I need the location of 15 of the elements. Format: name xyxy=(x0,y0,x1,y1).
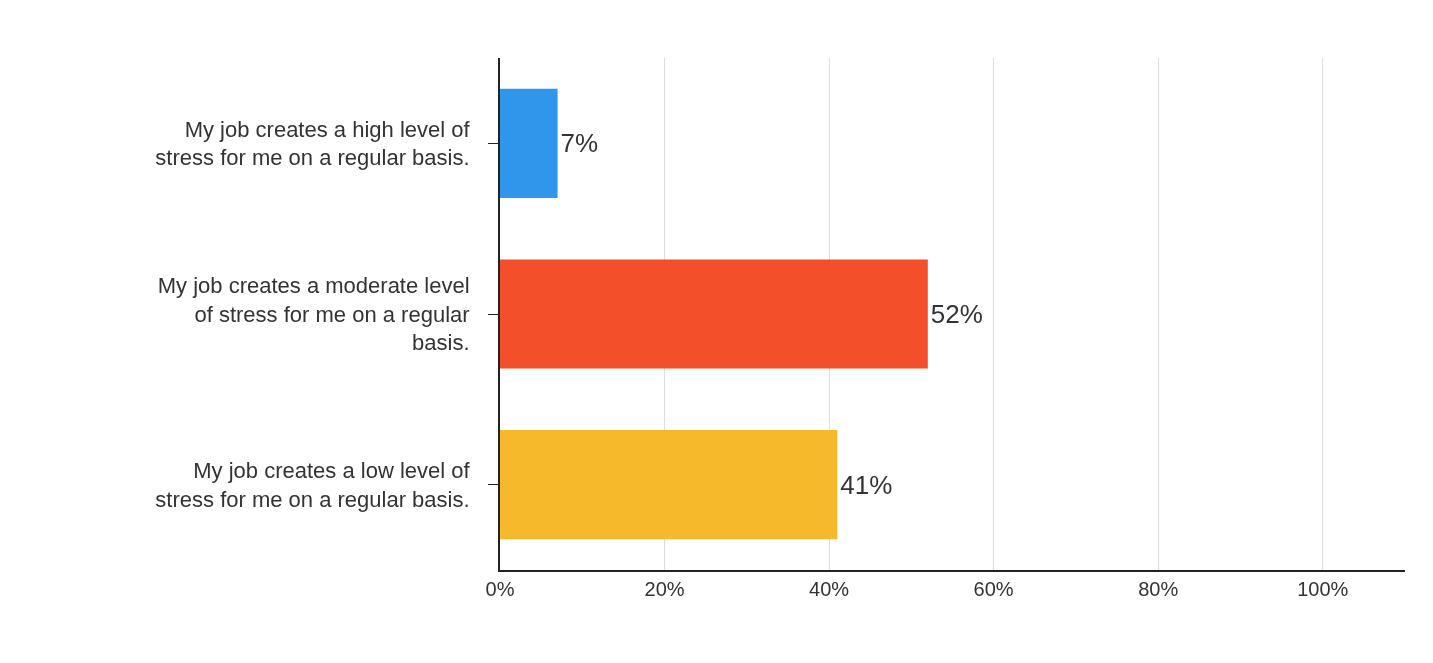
x-tick-label: 40% xyxy=(809,578,850,600)
x-tick-label: 80% xyxy=(1138,578,1179,600)
bar xyxy=(500,88,558,198)
x-tick-label: 100% xyxy=(1297,578,1349,600)
data-label: 52% xyxy=(930,299,983,329)
bar xyxy=(500,259,928,369)
data-label: 7% xyxy=(560,128,599,159)
y-tick-label: My job creates a moderate level of stress for me on a regular basis. xyxy=(157,273,470,356)
x-tick-label: 20% xyxy=(644,578,685,600)
y-tick-label: My job creates a low level of stress for me on a regular basis. xyxy=(155,458,471,512)
y-tick-label: My job creates a high level of stress for me on a regular basis. xyxy=(155,116,471,171)
x-tick-label: 0% xyxy=(485,578,515,600)
data-label: 41% xyxy=(840,469,893,500)
bar xyxy=(500,430,838,540)
x-tick-label: 60% xyxy=(973,578,1014,600)
